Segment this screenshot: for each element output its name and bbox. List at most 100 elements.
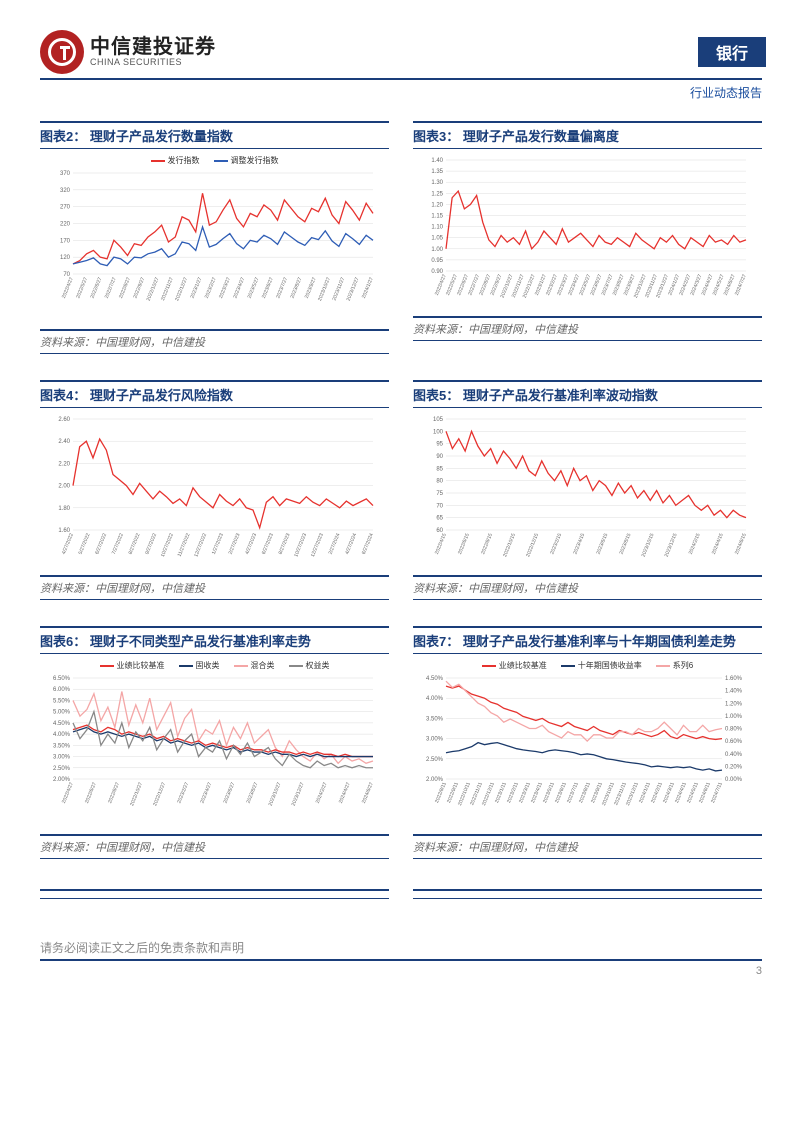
chart-title: 图表7： 理财子产品发行基准利率与十年期国债利差走势 [413, 626, 762, 654]
svg-text:85: 85 [436, 466, 443, 472]
report-type: 行业动态报告 [40, 84, 762, 101]
legend-swatch [179, 665, 193, 667]
chart-chart7: 图表7： 理财子产品发行基准利率与十年期国债利差走势业绩比较基准十年期国债收益率… [413, 626, 762, 873]
svg-text:320: 320 [60, 188, 71, 194]
svg-text:2024/1/27: 2024/1/27 [361, 276, 375, 299]
svg-text:2022/8/27: 2022/8/27 [107, 781, 121, 804]
chart-title: 图表3： 理财子产品发行数量偏离度 [413, 121, 762, 149]
svg-text:2022/6/27: 2022/6/27 [84, 781, 98, 804]
legend-swatch [561, 665, 575, 667]
svg-text:2024/6/27: 2024/6/27 [361, 781, 375, 804]
legend-label: 发行指数 [168, 155, 200, 166]
svg-text:80: 80 [436, 479, 443, 485]
svg-text:2023/8/27: 2023/8/27 [290, 276, 304, 299]
legend-swatch [656, 665, 670, 667]
chart-canvas: 0.900.951.001.051.101.151.201.251.301.35… [413, 155, 762, 310]
svg-text:2022/8/15: 2022/8/15 [480, 532, 494, 555]
svg-text:5.00%: 5.00% [53, 710, 71, 716]
svg-text:0.60%: 0.60% [725, 739, 743, 745]
svg-text:4.00%: 4.00% [426, 696, 444, 702]
svg-text:2022/12/15: 2022/12/15 [525, 532, 540, 558]
svg-text:0.40%: 0.40% [725, 752, 743, 758]
svg-text:2022/11/27: 2022/11/27 [160, 276, 175, 301]
svg-text:2023/12/27: 2023/12/27 [291, 781, 306, 807]
chart-title: 图表2： 理财子产品发行数量指数 [40, 121, 389, 149]
svg-text:12/27/2023: 12/27/2023 [310, 532, 325, 558]
svg-text:1.30: 1.30 [431, 180, 443, 186]
chart-source: 资料来源：中国理财网，中信建投 [413, 316, 762, 341]
svg-text:2022/6/15: 2022/6/15 [457, 532, 471, 555]
svg-text:4/27/2023: 4/27/2023 [244, 532, 258, 555]
svg-text:2022/4/15: 2022/4/15 [434, 532, 448, 555]
chart-source: 资料来源：中国理财网，中信建投 [40, 834, 389, 859]
svg-text:10/27/2022: 10/27/2022 [160, 532, 175, 558]
svg-text:270: 270 [60, 205, 71, 211]
svg-text:2.50%: 2.50% [53, 766, 71, 772]
svg-text:1.00: 1.00 [431, 247, 443, 253]
svg-text:9/27/2022: 9/27/2022 [144, 532, 158, 555]
svg-text:4.50%: 4.50% [53, 721, 71, 727]
svg-text:2022/5/27: 2022/5/27 [75, 276, 89, 299]
svg-text:6/27/2022: 6/27/2022 [94, 532, 108, 555]
svg-text:0.95: 0.95 [431, 258, 443, 264]
svg-text:3.00%: 3.00% [426, 737, 444, 743]
svg-text:2023/6/15: 2023/6/15 [595, 532, 609, 555]
svg-text:2024/2/15: 2024/2/15 [688, 532, 702, 555]
chart-source: 资料来源：中国理财网，中信建投 [40, 329, 389, 354]
svg-text:2/27/2024: 2/27/2024 [328, 532, 342, 555]
chart-canvas: 1.601.802.002.202.402.604/27/20225/27/20… [40, 414, 389, 569]
chart-legend: 发行指数 调整发行指数 [40, 155, 389, 166]
svg-text:170: 170 [60, 238, 71, 244]
svg-text:2.20: 2.20 [58, 461, 70, 467]
svg-text:1.15: 1.15 [431, 214, 443, 220]
chart-title: 图表5： 理财子产品发行基准利率波动指数 [413, 380, 762, 408]
svg-text:2022/7/27: 2022/7/27 [104, 276, 118, 299]
svg-text:2024/6/15: 2024/6/15 [734, 532, 748, 555]
svg-text:1.35: 1.35 [431, 169, 443, 175]
svg-text:2024/4/15: 2024/4/15 [711, 532, 725, 555]
chart-source: 资料来源：中国理财网，中信建投 [413, 575, 762, 600]
legend-item: 发行指数 [151, 155, 200, 166]
svg-text:105: 105 [433, 417, 444, 423]
svg-text:2023/10/27: 2023/10/27 [317, 276, 332, 302]
svg-text:0.00%: 0.00% [725, 777, 743, 783]
svg-text:2022/4/27: 2022/4/27 [61, 276, 75, 299]
svg-text:2023/5/27: 2023/5/27 [247, 276, 261, 299]
svg-text:2022/9/27: 2022/9/27 [132, 276, 146, 299]
svg-text:2023/11/27: 2023/11/27 [331, 276, 346, 301]
legend-swatch [289, 665, 303, 667]
svg-text:1.60%: 1.60% [725, 676, 743, 682]
svg-text:2022/12/27: 2022/12/27 [152, 781, 167, 807]
svg-text:6.50%: 6.50% [53, 676, 71, 682]
svg-text:4.50%: 4.50% [426, 676, 444, 682]
chart-title: 图表6： 理财子不同类型产品发行基准利率走势 [40, 626, 389, 654]
svg-text:1.05: 1.05 [431, 236, 443, 242]
svg-text:2023/3/27: 2023/3/27 [218, 276, 232, 299]
chart-chart4: 图表4： 理财子产品发行风险指数1.601.802.002.202.402.60… [40, 380, 389, 614]
svg-text:3.50%: 3.50% [53, 743, 71, 749]
svg-text:2022/12/27: 2022/12/27 [174, 276, 189, 302]
svg-text:1.40: 1.40 [431, 158, 443, 164]
svg-text:2023/4/27: 2023/4/27 [232, 276, 246, 299]
legend-item: 固收类 [179, 660, 220, 671]
legend-item: 调整发行指数 [214, 155, 279, 166]
svg-text:6.00%: 6.00% [53, 687, 71, 693]
svg-text:95: 95 [436, 442, 443, 448]
legend-swatch [214, 160, 228, 162]
page-number: 3 [40, 965, 762, 977]
svg-text:7/27/2022: 7/27/2022 [111, 532, 125, 555]
chart-legend: 业绩比较基准十年期国债收益率系列6 [413, 660, 762, 671]
legend-label: 权益类 [306, 660, 330, 671]
logo-text-en: CHINA SECURITIES [90, 58, 216, 68]
svg-text:1.10: 1.10 [431, 225, 443, 231]
legend-item: 业绩比较基准 [100, 660, 165, 671]
legend-label: 固收类 [196, 660, 220, 671]
svg-text:1.20: 1.20 [431, 202, 443, 208]
svg-text:2023/10/27: 2023/10/27 [268, 781, 283, 807]
svg-text:2022/8/27: 2022/8/27 [118, 276, 132, 299]
chart-chart5: 图表5： 理财子产品发行基准利率波动指数60657075808590951001… [413, 380, 762, 614]
svg-text:75: 75 [436, 491, 443, 497]
svg-text:8/27/2023: 8/27/2023 [278, 532, 292, 555]
svg-text:65: 65 [436, 516, 443, 522]
svg-text:4.00%: 4.00% [53, 732, 71, 738]
